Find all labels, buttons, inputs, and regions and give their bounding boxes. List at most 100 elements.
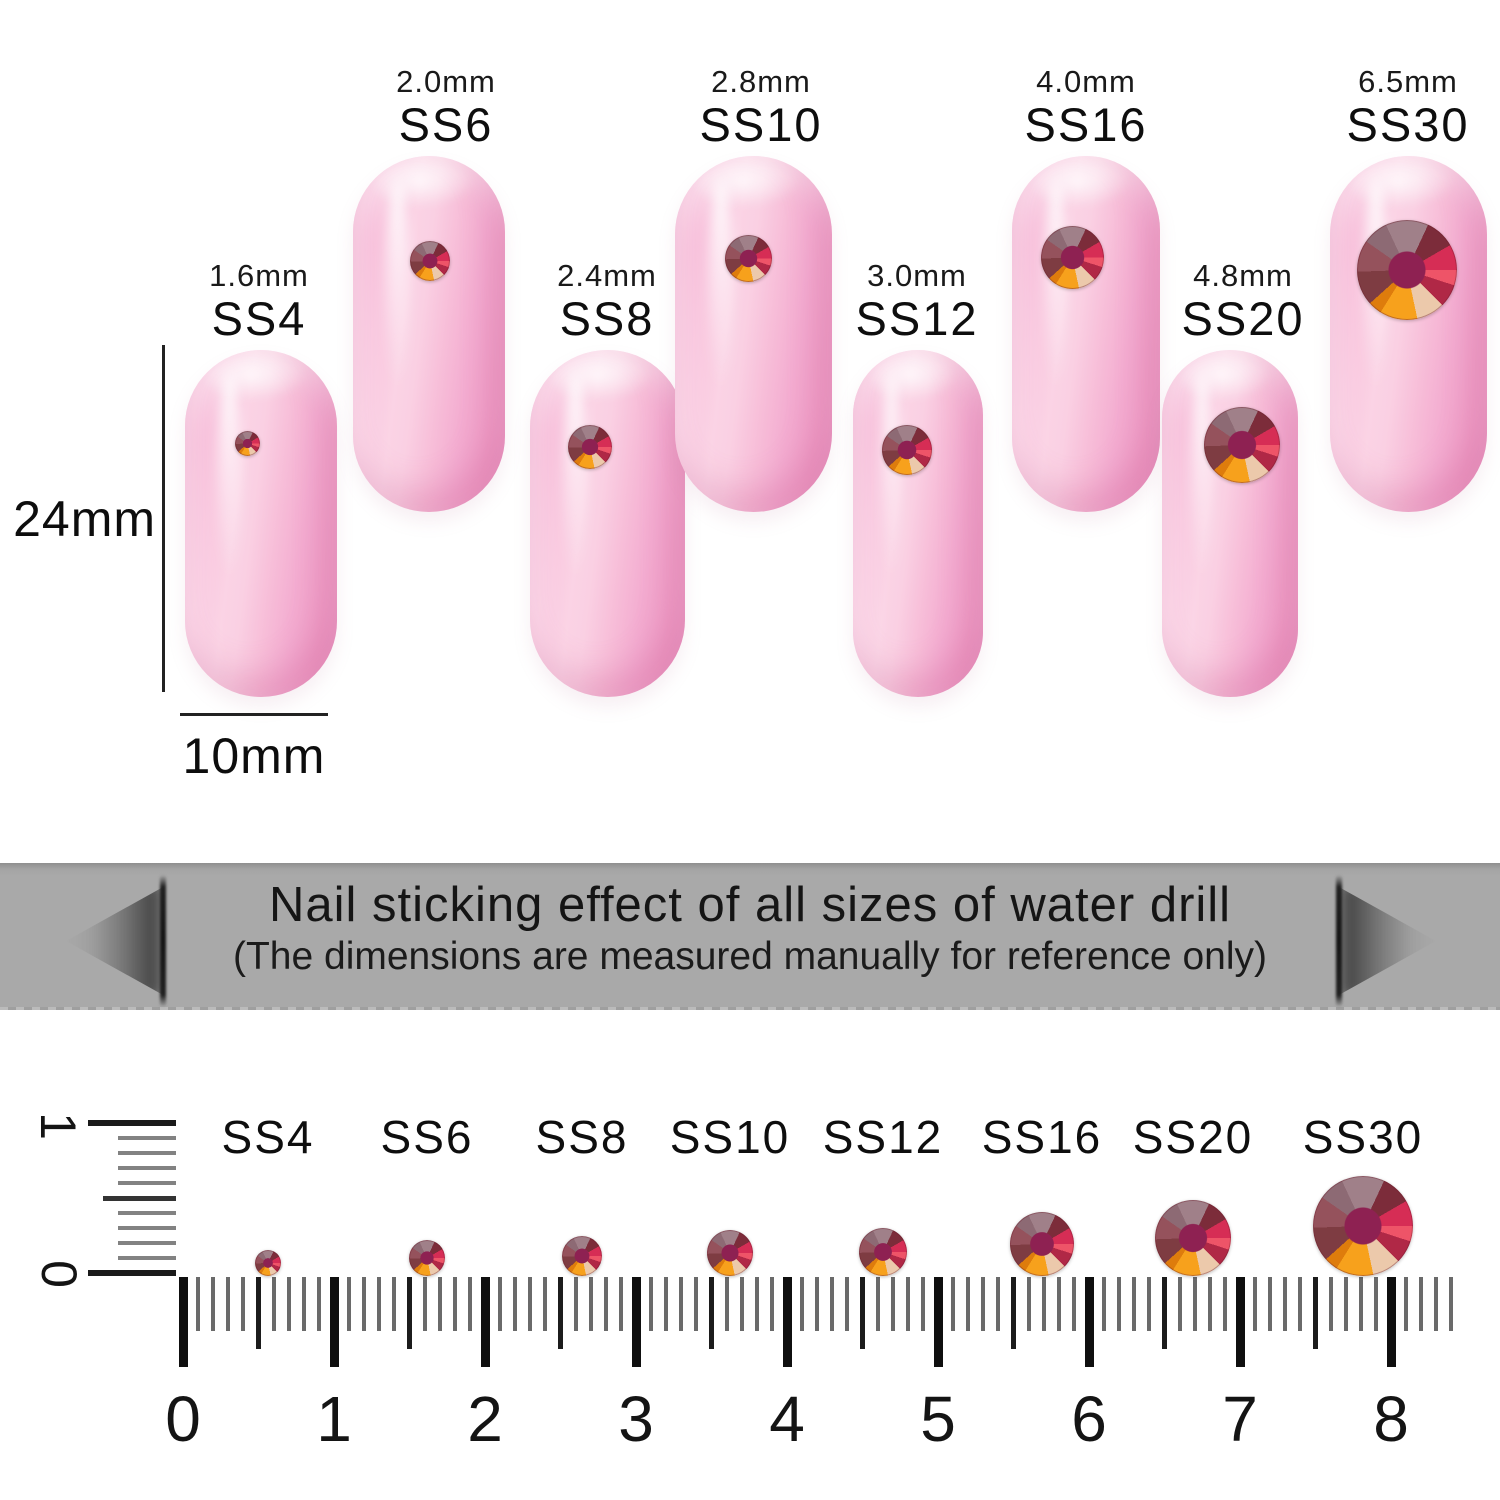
vertical-ruler-tick-half-cm — [103, 1195, 176, 1201]
ruler-gem-ss20 — [1155, 1200, 1231, 1276]
ruler-number-1: 1 — [316, 1383, 352, 1455]
nail-gem-ss8 — [568, 425, 612, 469]
nail-ss30 — [1329, 156, 1487, 512]
nail-mm-label-ss10: 2.8mm — [711, 64, 811, 99]
ruler-size-label-ss6: SS6 — [380, 1111, 474, 1163]
ruler-number-8: 8 — [1373, 1383, 1409, 1455]
horizontal-ruler-tick-mm — [603, 1277, 608, 1331]
ruler-gem-ss8 — [562, 1236, 602, 1276]
nail-gem-ss20 — [1204, 407, 1280, 483]
ruler-gem-ss12 — [859, 1228, 907, 1276]
horizontal-ruler-tick-mm — [1343, 1277, 1348, 1331]
horizontal-ruler-tick-mm — [211, 1277, 216, 1331]
horizontal-ruler-tick-mm — [1222, 1277, 1227, 1331]
nail-size-label-ss4: 1.6mm SS4 — [149, 258, 369, 344]
nail-ss4 — [185, 350, 337, 697]
nail-ss12 — [853, 350, 983, 697]
ruler-size-label-ss8: SS8 — [535, 1111, 629, 1163]
horizontal-ruler-tick-mm — [467, 1277, 472, 1331]
horizontal-ruler-tick-cm — [1084, 1277, 1094, 1367]
banner-left-arrow-icon — [160, 875, 166, 1007]
horizontal-ruler-tick-mm — [739, 1277, 744, 1331]
horizontal-ruler-tick-mm — [830, 1277, 835, 1331]
horizontal-ruler-tick-mm — [498, 1277, 503, 1331]
vertical-ruler-number-0: 0 — [31, 1260, 87, 1288]
nail-ss20 — [1162, 350, 1298, 697]
nail-gem-ss12 — [882, 425, 932, 475]
ruler-gem-ss10 — [707, 1230, 753, 1276]
horizontal-ruler-tick-mm — [920, 1277, 925, 1331]
horizontal-ruler-tick-half-cm — [407, 1277, 412, 1349]
horizontal-ruler-tick-mm — [966, 1277, 971, 1331]
nail-mm-label-ss12: 3.0mm — [867, 258, 967, 293]
horizontal-ruler-tick-mm — [241, 1277, 246, 1331]
nail-ss8 — [529, 350, 685, 697]
horizontal-ruler-tick-mm — [1419, 1277, 1424, 1331]
horizontal-ruler-tick-mm — [845, 1277, 850, 1331]
vertical-ruler-tick-mm — [118, 1181, 176, 1185]
horizontal-ruler-tick-mm — [301, 1277, 306, 1331]
ruler-size-label-ss30: SS30 — [1302, 1111, 1424, 1163]
banner-right-arrow-icon — [1336, 875, 1342, 1007]
horizontal-ruler-tick-mm — [1298, 1277, 1303, 1331]
horizontal-ruler-tick-mm — [1147, 1277, 1152, 1331]
horizontal-ruler-tick-mm — [649, 1277, 654, 1331]
horizontal-ruler-tick-mm — [513, 1277, 518, 1331]
ruler-size-label-ss10: SS10 — [669, 1111, 791, 1163]
nail-ss6 — [353, 156, 505, 512]
nail-ss-label-ss16: SS16 — [1024, 98, 1148, 151]
nail-mm-label-ss20: 4.8mm — [1193, 258, 1293, 293]
horizontal-ruler-tick-mm — [754, 1277, 759, 1331]
horizontal-ruler-tick-mm — [664, 1277, 669, 1331]
horizontal-ruler-tick-mm — [271, 1277, 276, 1331]
horizontal-ruler-tick-mm — [1373, 1277, 1378, 1331]
horizontal-ruler-tick-mm — [1132, 1277, 1137, 1331]
horizontal-ruler-tick-cm — [631, 1277, 641, 1367]
horizontal-ruler-tick-mm — [1328, 1277, 1333, 1331]
horizontal-ruler-tick-mm — [1056, 1277, 1061, 1331]
horizontal-ruler-tick-mm — [769, 1277, 774, 1331]
vertical-ruler-tick-cm — [88, 1270, 176, 1276]
ruler-size-label-ss12: SS12 — [822, 1111, 944, 1163]
horizontal-ruler-tick-mm — [437, 1277, 442, 1331]
horizontal-ruler-tick-mm — [573, 1277, 578, 1331]
horizontal-ruler-tick-half-cm — [256, 1277, 261, 1349]
banner-title: Nail sticking effect of all sizes of wat… — [268, 878, 1232, 932]
horizontal-ruler-tick-mm — [347, 1277, 352, 1331]
horizontal-ruler-tick-mm — [815, 1277, 820, 1331]
horizontal-ruler-tick-mm — [890, 1277, 895, 1331]
nail-ss-label-ss4: SS4 — [211, 292, 307, 345]
nail-size-label-ss8: 2.4mm SS8 — [497, 258, 717, 344]
horizontal-ruler-tick-mm — [392, 1277, 397, 1331]
nail-size-label-ss16: 4.0mm SS16 — [976, 64, 1196, 150]
nail-gem-ss16 — [1040, 225, 1104, 289]
nail-mm-label-ss30: 6.5mm — [1358, 64, 1458, 99]
horizontal-ruler-tick-mm — [1207, 1277, 1212, 1331]
vertical-ruler-tick-cm — [88, 1120, 176, 1126]
vertical-ruler-tick-mm — [118, 1211, 176, 1215]
horizontal-ruler-tick-mm — [316, 1277, 321, 1331]
nail-width-label: 10mm — [182, 728, 326, 784]
banner-subtitle: (The dimensions are measured manually fo… — [233, 935, 1267, 978]
horizontal-ruler-tick-mm — [226, 1277, 231, 1331]
horizontal-ruler-tick-mm — [951, 1277, 956, 1331]
ruler-number-0: 0 — [165, 1383, 201, 1455]
nail-gem-ss10 — [724, 234, 772, 282]
horizontal-ruler-tick-half-cm — [1162, 1277, 1167, 1349]
horizontal-ruler-tick-mm — [1071, 1277, 1076, 1331]
horizontal-ruler-tick-half-cm — [709, 1277, 714, 1349]
nail-size-label-ss30: 6.5mm SS30 — [1298, 64, 1500, 150]
nail-length-label: 24mm — [13, 491, 156, 547]
ruler-number-6: 6 — [1071, 1383, 1107, 1455]
vertical-ruler-number-1: 1 — [30, 1112, 86, 1140]
horizontal-ruler-tick-mm — [875, 1277, 880, 1331]
ruler-number-5: 5 — [920, 1383, 956, 1455]
horizontal-ruler-tick-cm — [782, 1277, 792, 1367]
horizontal-ruler-tick-mm — [1026, 1277, 1031, 1331]
horizontal-ruler-tick-mm — [694, 1277, 699, 1331]
ruler-number-3: 3 — [618, 1383, 654, 1455]
horizontal-ruler-tick-mm — [1434, 1277, 1439, 1331]
horizontal-ruler-tick-mm — [981, 1277, 986, 1331]
horizontal-ruler-tick-half-cm — [860, 1277, 865, 1349]
